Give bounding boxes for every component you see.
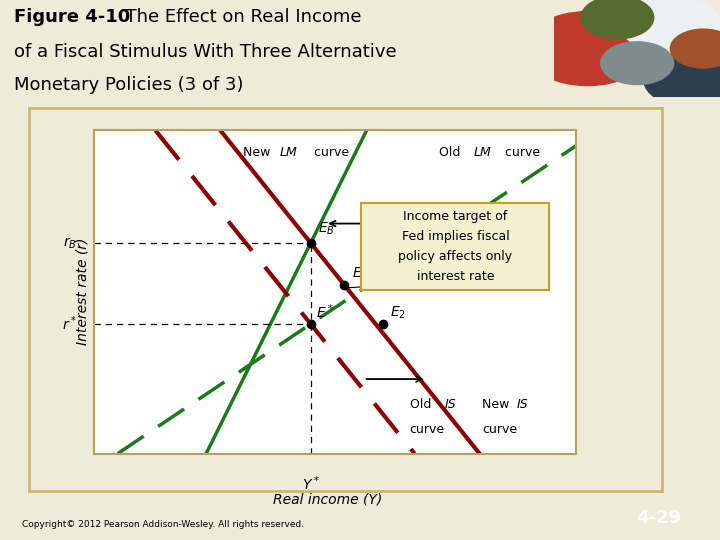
Text: $r^*$: $r^*$ (62, 315, 77, 333)
FancyBboxPatch shape (361, 202, 549, 290)
Bar (94, 130, 576, 454)
Text: curve: curve (410, 423, 445, 436)
Circle shape (600, 42, 674, 85)
Text: New: New (482, 399, 513, 411)
Text: of a Fiscal Stimulus With Three Alternative: of a Fiscal Stimulus With Three Alternat… (14, 43, 397, 61)
Text: IS: IS (445, 399, 456, 411)
Text: $E_3$: $E_3$ (351, 266, 368, 282)
Text: Copyright© 2012 Pearson Addison-Wesley. All rights reserved.: Copyright© 2012 Pearson Addison-Wesley. … (22, 520, 304, 529)
Text: curve: curve (310, 146, 349, 159)
Circle shape (621, 0, 720, 53)
Text: LM: LM (279, 146, 297, 159)
Text: Old: Old (410, 399, 435, 411)
Text: LM: LM (474, 146, 492, 159)
Y-axis label: Interest rate (r): Interest rate (r) (76, 238, 89, 345)
Text: $r_B$: $r_B$ (63, 235, 77, 251)
Text: $E^*$: $E^*$ (317, 302, 335, 321)
Text: $Y^*$: $Y^*$ (302, 475, 320, 493)
Circle shape (581, 0, 654, 39)
Circle shape (644, 52, 720, 107)
Text: curve: curve (482, 423, 517, 436)
Text: Figure 4-10: Figure 4-10 (14, 8, 130, 26)
Text: curve: curve (501, 146, 540, 159)
Text: Real income (Y): Real income (Y) (273, 492, 382, 507)
Text: IS: IS (517, 399, 528, 411)
Text: Old: Old (438, 146, 464, 159)
Text: 4-29: 4-29 (636, 509, 681, 528)
Circle shape (670, 29, 720, 68)
Text: Income target of
Fed implies fiscal
policy affects only
interest rate: Income target of Fed implies fiscal poli… (398, 210, 513, 283)
Text: Monetary Policies (3 of 3): Monetary Policies (3 of 3) (14, 76, 243, 94)
Text: New: New (243, 146, 274, 159)
Text: $E_2$: $E_2$ (390, 305, 406, 321)
Circle shape (525, 12, 650, 85)
Text: $E_B$: $E_B$ (318, 220, 335, 237)
Text: The Effect on Real Income: The Effect on Real Income (114, 8, 361, 26)
